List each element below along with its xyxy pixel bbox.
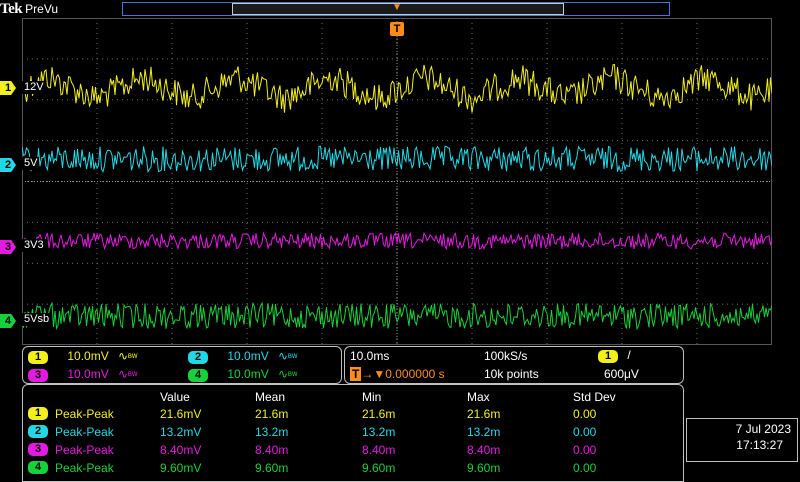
sample-rate: 100kS/s xyxy=(484,349,528,363)
channel-badge: 2 xyxy=(28,425,48,438)
meas-mean: 9.60m xyxy=(255,461,289,475)
meas-header-stddev: Std Dev xyxy=(573,390,616,404)
time: 17:13:27 xyxy=(736,438,783,452)
meas-max: 8.40m xyxy=(467,443,501,457)
meas-max: 21.6m xyxy=(467,407,501,421)
meas-std: 0.00 xyxy=(573,425,597,439)
ch2-label: 5V xyxy=(22,157,40,170)
waveform-traces xyxy=(22,64,772,331)
meas-value: 13.2mV xyxy=(160,425,202,439)
meas-type: Peak-Peak xyxy=(55,443,114,457)
vertical-settings-panel[interactable] xyxy=(22,346,342,384)
ch4-label: 5Vsb xyxy=(22,313,52,326)
record-overview-bar[interactable] xyxy=(122,2,670,16)
bandwidth-limit-icon: ∿ xyxy=(278,367,289,381)
meas-std: 0.00 xyxy=(573,461,597,475)
meas-mean: 13.2m xyxy=(255,425,289,439)
channel-badge: 1 xyxy=(28,407,48,420)
channel-badge: 4 xyxy=(28,461,48,474)
ch1-marker[interactable]: 1 xyxy=(0,81,16,95)
meas-mean: 8.40m xyxy=(255,443,289,457)
rising-edge-icon: / xyxy=(627,348,631,362)
meas-min: 8.40m xyxy=(362,443,396,457)
bandwidth-limit-icon: ∿ xyxy=(118,367,129,381)
trigger-position[interactable]: T →▼0.000000 s xyxy=(350,367,445,381)
meas-value: 21.6mV xyxy=(160,407,202,421)
ch2-vertical[interactable]: 2 10.0mV ∿ᴮᵂ xyxy=(188,349,297,364)
meas-mean: 21.6m xyxy=(255,407,289,421)
meas-value: 8.40mV xyxy=(160,443,202,457)
horizontal-trigger-panel[interactable] xyxy=(344,346,684,384)
meas-header-max: Max xyxy=(467,390,490,404)
trigger-position-arrow-icon: ▼ xyxy=(392,2,402,13)
trigger-setting[interactable]: 1 / xyxy=(598,348,631,363)
channel-badge: 3 xyxy=(28,443,48,456)
meas-min: 9.60m xyxy=(362,461,396,475)
trigger-marker[interactable]: T xyxy=(390,22,404,36)
meas-header-mean: Mean xyxy=(255,390,286,404)
ch1-scale: 10.0mV xyxy=(67,349,109,363)
meas-std: 0.00 xyxy=(573,443,597,457)
record-view-window[interactable] xyxy=(232,3,564,15)
ch1-label: 12V xyxy=(22,81,46,94)
delay-arrow-icon: →▼ xyxy=(361,367,386,381)
ch1-vertical[interactable]: 1 10.0mV ∿ᴮᵂ xyxy=(28,349,137,364)
datetime-box: 7 Jul 2023 17:13:27 xyxy=(686,418,798,462)
brand-logo: Tek PreVu xyxy=(0,1,59,17)
meas-header-value: Value xyxy=(160,390,190,404)
meas-max: 13.2m xyxy=(467,425,501,439)
trigger-badge-icon: T xyxy=(350,367,362,381)
date: 7 Jul 2023 xyxy=(735,422,791,436)
meas-type: Peak-Peak xyxy=(55,407,114,421)
ch2-scale: 10.0mV xyxy=(227,349,269,363)
ch3-scale: 10.0mV xyxy=(67,367,109,381)
ch2-marker[interactable]: 2 xyxy=(0,158,16,172)
ch4-scale: 10.0mV xyxy=(227,367,269,381)
ch3-vertical[interactable]: 3 10.0mV ∿ᴮᵂ xyxy=(28,367,137,382)
meas-type: Peak-Peak xyxy=(55,425,114,439)
meas-min: 13.2m xyxy=(362,425,396,439)
ch3-marker[interactable]: 3 xyxy=(0,240,16,254)
trigger-level: 600μV xyxy=(604,367,639,381)
meas-header-min: Min xyxy=(362,390,382,404)
record-length: 10k points xyxy=(484,367,539,381)
meas-type: Peak-Peak xyxy=(55,461,114,475)
meas-max: 9.60m xyxy=(467,461,501,475)
graticule xyxy=(22,18,772,345)
meas-value: 9.60mV xyxy=(160,461,202,475)
ch4-marker[interactable]: 4 xyxy=(0,314,16,328)
mode-label: PreVu xyxy=(25,2,59,16)
meas-min: 21.6m xyxy=(362,407,396,421)
bandwidth-limit-icon: ∿ xyxy=(118,349,129,363)
waveform-display[interactable] xyxy=(22,18,772,345)
bandwidth-limit-icon: ∿ xyxy=(278,349,289,363)
ch4-vertical[interactable]: 4 10.0mV ∿ᴮᵂ xyxy=(188,367,297,382)
meas-std: 0.00 xyxy=(573,407,597,421)
timebase[interactable]: 10.0ms xyxy=(350,349,390,363)
ch3-label: 3V3 xyxy=(22,239,46,252)
